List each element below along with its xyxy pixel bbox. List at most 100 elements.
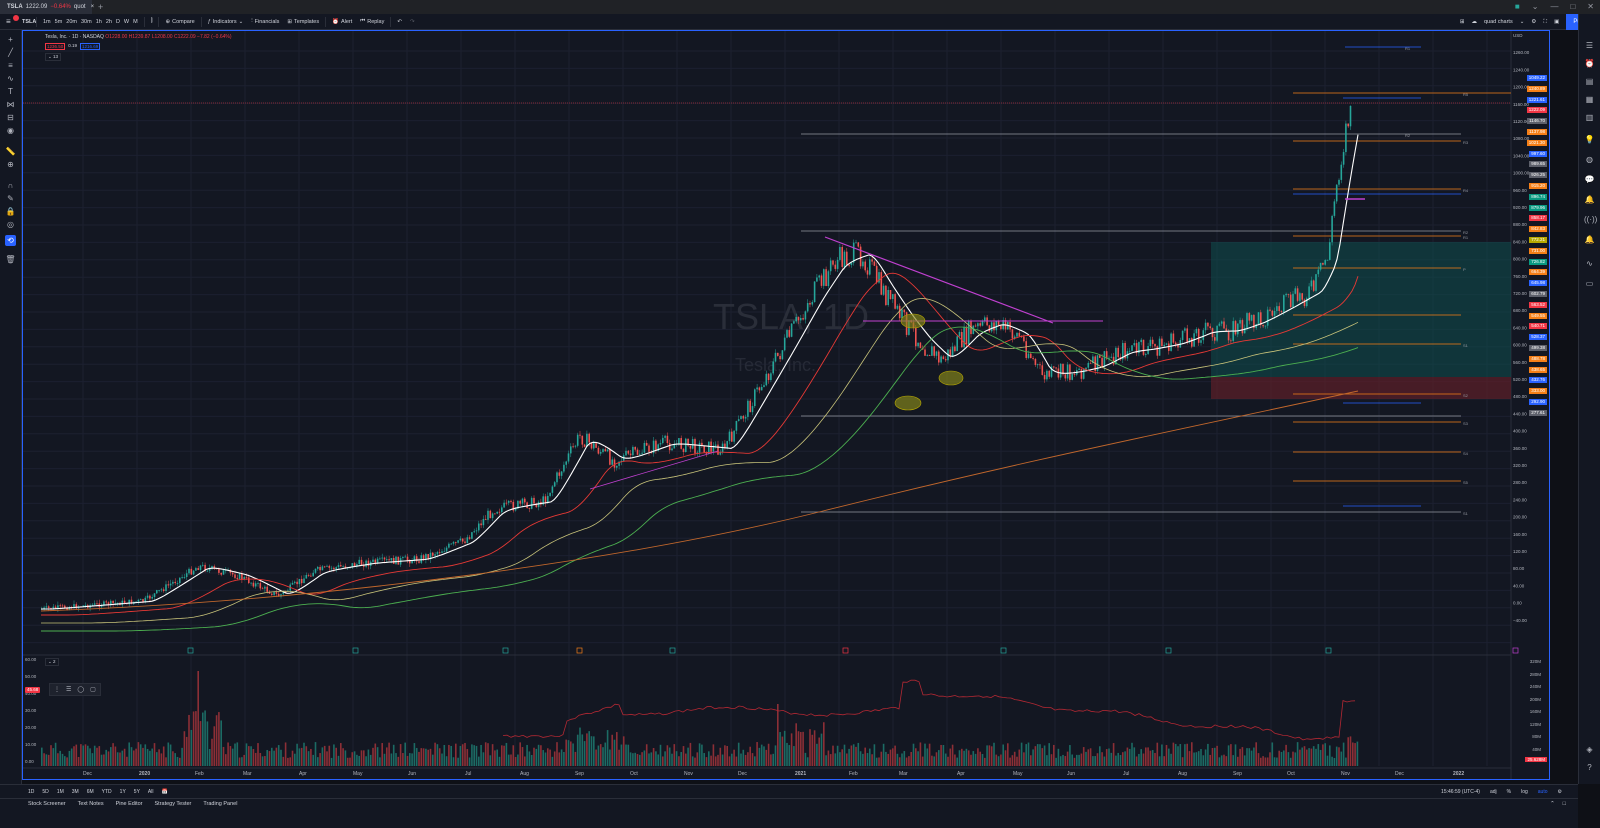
financials-button[interactable]: ⫶ Financials [247,18,283,25]
eye-icon[interactable]: ◉ [7,126,14,135]
redo-button[interactable]: ↷ [409,18,415,25]
watchlist-icon[interactable]: ☰ [1585,41,1594,50]
ellipse-icon[interactable]: ◯ [77,687,85,693]
interval-2h[interactable]: 2h [105,18,112,25]
templates-button[interactable]: ⊞ Templates [283,19,323,25]
auto-button[interactable]: auto [1537,788,1548,795]
interval-20m[interactable]: 20m [66,18,77,25]
hotlists-icon[interactable]: ▦ [1585,95,1594,104]
range-All[interactable]: All [147,788,154,795]
interval-M[interactable]: M [133,18,138,25]
rectangle-icon[interactable]: ▢ [90,687,96,693]
interval-W[interactable]: W [123,18,130,25]
close-tab-icon[interactable]: × [90,4,95,10]
new-tab-icon[interactable]: + [98,2,104,12]
range-YTD[interactable]: YTD [101,788,112,795]
pencil-lock-icon[interactable]: ✎ [7,194,14,203]
chats-icon[interactable]: 💬 [1584,175,1595,184]
drag-handle-icon[interactable]: ⋮ [54,687,60,693]
minimize-icon[interactable]: — [1550,2,1559,11]
footer-tab-stock-screener[interactable]: Stock Screener [28,801,66,807]
range-3M[interactable]: 3M [71,788,79,795]
replay-button[interactable]: ⏮ Replay [356,18,388,25]
volume-bar [438,748,441,766]
range-5D[interactable]: 5D [42,788,49,795]
interval-D[interactable]: D [115,18,120,25]
settings-icon[interactable]: ⚙ [1557,788,1562,795]
menu-icon[interactable]: ≡ [6,17,11,26]
notifications-icon[interactable]: 🔔 [1584,195,1595,204]
ideas-icon[interactable]: 💡 [1584,135,1595,144]
undo-button[interactable]: ↶ [397,18,402,25]
streams-icon[interactable]: ◍ [1586,155,1593,164]
gear-icon[interactable]: ⚙ [1531,19,1537,25]
order-panel-icon[interactable]: ▭ [1585,279,1594,288]
bell-icon[interactable]: 🔔 [1584,235,1595,244]
range-1D[interactable]: 1D [28,788,35,795]
footer-tab-trading-panel[interactable]: Trading Panel [203,801,238,807]
chevron-down-icon[interactable]: ⌄ [1519,19,1525,25]
camera-icon[interactable]: ▣ [1554,19,1560,25]
broadcast-icon[interactable]: ((·)) [1584,215,1598,224]
hide-icon[interactable]: ◎ [7,220,14,229]
interval-30m[interactable]: 30m [80,18,92,25]
indicator-toggle[interactable]: ⌄ 13 [45,53,62,61]
zoom-icon[interactable]: ⊕ [7,160,14,169]
alerts-icon[interactable]: ⏰ [1584,59,1595,68]
interval-1m[interactable]: 1m [43,18,51,25]
clock-readout[interactable]: 15:46:59 (UTC-4) [1441,788,1480,795]
footer-tab-text-notes[interactable]: Text Notes [77,801,104,807]
chart-pulse-icon[interactable]: ∿ [1586,259,1593,268]
magnet-icon[interactable]: ∩ [7,181,14,190]
chart-type-button[interactable]: ⫿ [150,18,153,24]
data-window-icon[interactable]: ▤ [1585,77,1594,86]
symbol-search-button[interactable]: TSLA [22,18,37,25]
tab-tsla[interactable]: TSLA 1222.09 −0.64% quot × [0,0,95,14]
range-1Y[interactable]: 1Y [119,788,126,795]
pattern-icon[interactable]: ⋈ [6,100,15,109]
interval-5m[interactable]: 5m [54,18,63,25]
volume-bar [1004,750,1007,766]
sync-drawings-icon[interactable]: ⟲ [5,235,16,246]
footer-tab-strategy-tester[interactable]: Strategy Tester [154,801,192,807]
profile-icon[interactable]: ■ [1514,2,1520,11]
interval-1h[interactable]: 1h [95,18,102,25]
calendar-icon[interactable]: ▥ [1585,113,1594,122]
ask-price[interactable]: 1216.69 [80,43,101,50]
volume-toggle[interactable]: ⌄ 2 [45,658,59,666]
lock-icon[interactable]: 🔒 [5,207,16,216]
layers-icon[interactable]: ◈ [1586,745,1593,754]
help-icon[interactable]: ? [1587,763,1592,772]
bid-price[interactable]: 1236.50 [45,43,66,50]
prediction-icon[interactable]: ⊟ [7,113,14,122]
close-icon[interactable]: ✕ [1587,2,1594,11]
indicators-button[interactable]: ƒ Indicators ⌄ [204,19,248,25]
range-5Y[interactable]: 5Y [133,788,140,795]
compare-button[interactable]: ⊕ Compare [161,19,198,25]
range-1M[interactable]: 1M [56,788,64,795]
footer-tab-pine-editor[interactable]: Pine Editor [115,801,143,807]
percent-button[interactable]: % [1506,788,1512,795]
log-button[interactable]: log [1521,788,1528,795]
maximize-icon[interactable]: □ [1570,2,1576,11]
horizontal-lines-icon[interactable]: ≡ [8,61,13,70]
ruler-icon[interactable]: 📏 [5,147,16,156]
collapse-icon[interactable]: ⌃ [1550,801,1555,807]
object-tree-icon[interactable]: ☰ [66,687,72,693]
chart-container[interactable]: TSLA, 1D Tesla, Inc. USD 1260.00 1240.00 1200… [22,30,1550,780]
goto-date-icon[interactable]: 📅 [161,788,168,795]
brush-icon[interactable]: ∿ [7,74,14,83]
trend-line-icon[interactable]: ╱ [8,48,13,57]
crosshair-icon[interactable]: + [8,35,13,44]
fullscreen-icon[interactable]: ⛶ [1543,18,1548,25]
range-6M[interactable]: 6M [86,788,94,795]
layout-name[interactable]: quad charts [1483,19,1513,25]
chevron-down-icon[interactable]: ⌄ [1531,2,1539,11]
text-icon[interactable]: T [8,87,13,96]
alert-button[interactable]: ⏰ Alert [328,19,356,25]
adjust-button[interactable]: adj [1489,788,1497,795]
maximize-panel-icon[interactable]: □ [1562,801,1566,807]
layout-grid-icon[interactable]: ⊞ [1459,19,1465,25]
trash-icon[interactable]: 🗑 [5,255,16,264]
